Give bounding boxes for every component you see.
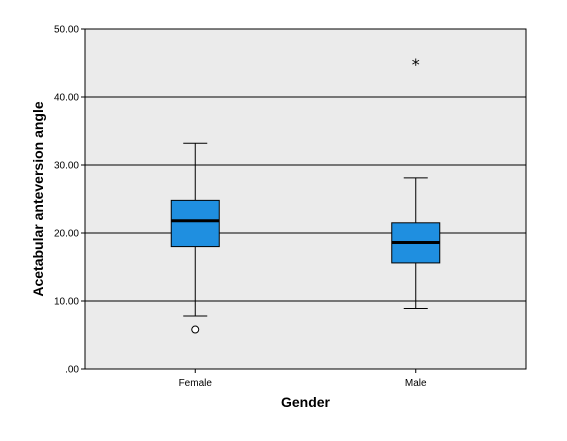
box-female [170, 142, 220, 334]
iqr-box [170, 199, 220, 248]
y-tick-label: 50.00 [54, 25, 79, 36]
x-tick-label: Female [179, 378, 213, 389]
outlier-star: * [412, 55, 420, 74]
outlier-circle [191, 325, 200, 334]
y-tick-label: 10.00 [54, 297, 79, 308]
plot-area [84, 28, 527, 370]
gridlines [85, 96, 526, 302]
y-axis-ticks: .00 10.00 20.00 30.00 40.00 50.00 [54, 25, 85, 376]
y-tick-label: 20.00 [54, 229, 79, 240]
y-tick-label: 40.00 [54, 93, 79, 104]
x-axis-ticks: Female Male [179, 369, 427, 389]
y-tick-label: 30.00 [54, 161, 79, 172]
x-tick-label: Male [405, 378, 427, 389]
x-axis-title: Gender [281, 394, 331, 410]
y-axis-title: Acetabular anteversion angle [30, 101, 46, 297]
box-male: * [391, 55, 441, 309]
boxes: * [170, 55, 441, 334]
y-tick-label: .00 [65, 365, 79, 376]
